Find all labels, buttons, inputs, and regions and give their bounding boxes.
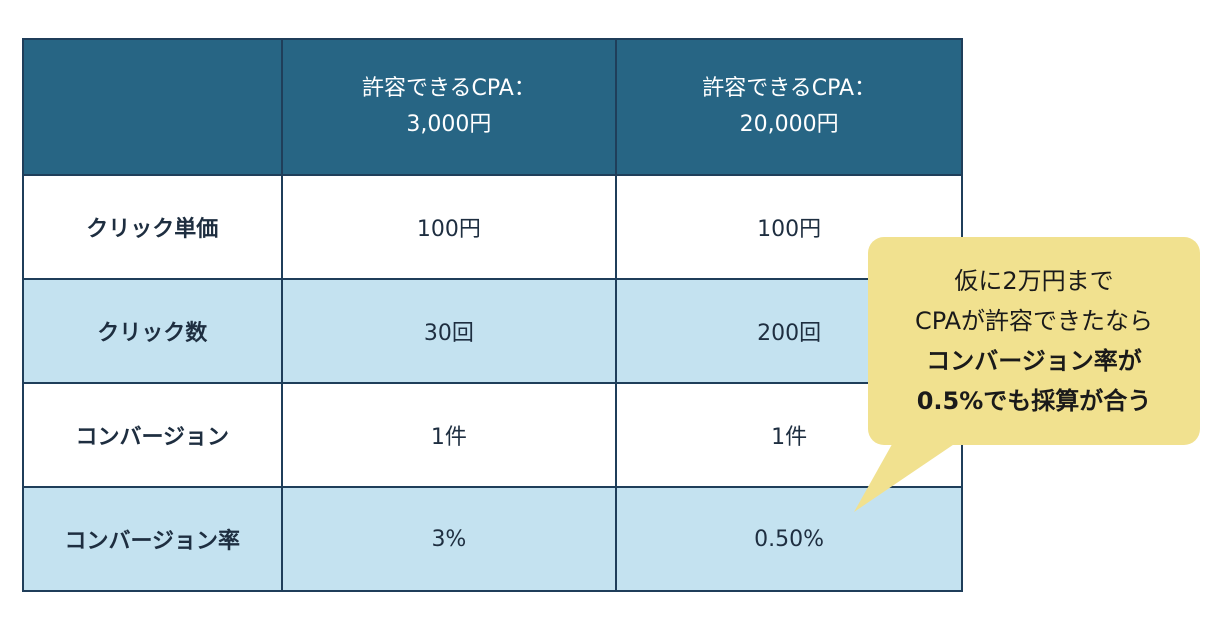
row-label-click-price: クリック単価 [22, 174, 283, 280]
header-cpa-20000-line1: 許容できるCPA： [702, 76, 877, 101]
callout-line-2: CPAが許容できたなら [914, 307, 1154, 335]
table-header-row: 許容できるCPA： 3,000円 許容できるCPA： 20,000円 [22, 38, 963, 176]
cpa-comparison-table: 許容できるCPA： 3,000円 許容できるCPA： 20,000円 クリック単… [22, 38, 963, 592]
header-cpa-3000-line2: 3,000円 [406, 112, 492, 137]
header-cpa-3000-line1: 許容できるCPA： [361, 76, 536, 101]
callout-line-1: 仮に2万円まで [954, 267, 1114, 295]
header-empty-cell [22, 38, 283, 176]
row-label-click-count: クリック数 [22, 278, 283, 384]
table-row-click-price: クリック単価 100円 100円 [22, 174, 963, 280]
cell-click-price-a: 100円 [280, 174, 618, 280]
callout-text: 仮に2万円まで CPAが許容できたなら コンバージョン率が 0.5%でも採算が合… [868, 261, 1200, 421]
row-label-conversion-rate: コンバージョン率 [22, 486, 283, 592]
callout-line-4: 0.5%でも採算が合う [916, 387, 1152, 415]
cell-click-count-a: 30回 [280, 278, 618, 384]
table-row-click-count: クリック数 30回 200回 [22, 278, 963, 384]
header-cpa-20000-line2: 20,000円 [739, 112, 839, 137]
row-label-conversions: コンバージョン [22, 382, 283, 488]
table-row-conversions: コンバージョン 1件 1件 [22, 382, 963, 488]
cell-click-price-b: 100円 [615, 174, 963, 280]
speech-bubble-callout: 仮に2万円まで CPAが許容できたなら コンバージョン率が 0.5%でも採算が合… [868, 237, 1200, 445]
cell-conversions-a: 1件 [280, 382, 618, 488]
table-row-conversion-rate: コンバージョン率 3% 0.50% [22, 486, 963, 592]
cell-conversion-rate-b: 0.50% [615, 486, 963, 592]
header-cpa-3000: 許容できるCPA： 3,000円 [280, 38, 618, 176]
callout-line-3: コンバージョン率が [926, 347, 1142, 375]
cell-conversion-rate-a: 3% [280, 486, 618, 592]
header-cpa-20000: 許容できるCPA： 20,000円 [615, 38, 963, 176]
